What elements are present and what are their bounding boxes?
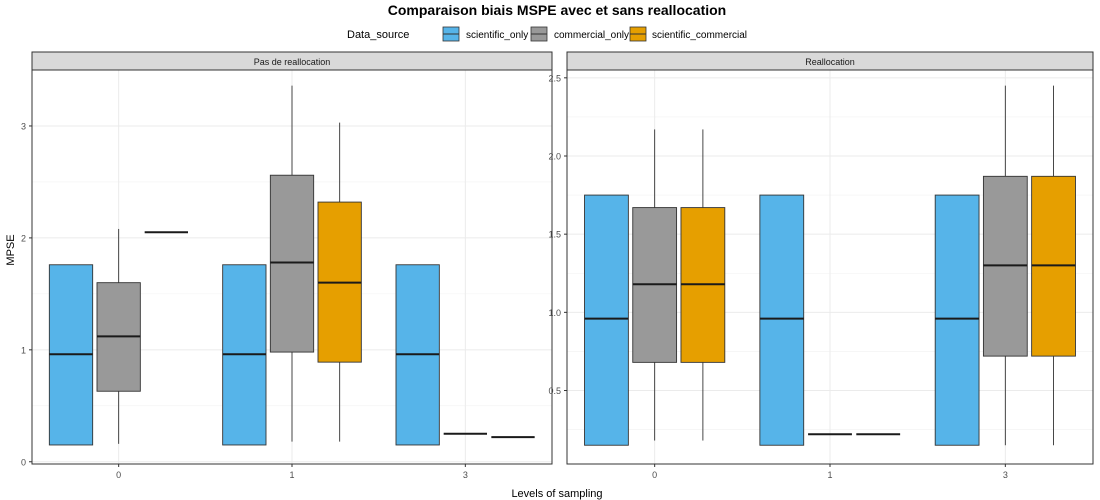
y-tick-label: 1.5 (548, 230, 561, 240)
box-scientific_only (395, 264, 440, 446)
legend-label: scientific_commercial (652, 30, 747, 41)
legend-title: Data_source (347, 29, 409, 41)
y-tick-label: 2.0 (548, 151, 561, 161)
x-tick-label: 1 (289, 470, 294, 480)
box-scientific_commercial (680, 129, 726, 441)
box-body (584, 194, 629, 446)
legend-item: scientific_only (442, 26, 528, 42)
box-commercial_only (96, 228, 141, 444)
legend-label: commercial_only (554, 30, 629, 41)
y-axis-label: MPSE (5, 234, 17, 265)
y-tick-label: 1 (21, 345, 26, 355)
x-tick-label: 3 (463, 470, 468, 480)
legend-label: scientific_only (466, 30, 528, 41)
x-tick-label: 1 (827, 470, 832, 480)
panel-strip-label: Pas de reallocation (254, 57, 331, 67)
chart-title: Comparaison biais MSPE avec et sans real… (388, 2, 726, 18)
y-tick-label: 0 (21, 457, 26, 467)
box-commercial_only (269, 85, 315, 442)
box-scientific_commercial (317, 122, 362, 442)
box-commercial_only (982, 85, 1028, 446)
panel: Reallocation 0.5 1.0 1.5 2.0 2.5 0 1 3 (548, 51, 1094, 480)
legend-item: commercial_only (530, 26, 629, 42)
x-axis-label: Levels of sampling (511, 488, 602, 500)
x-tick-label: 0 (652, 470, 657, 480)
box-scientific_only (759, 194, 805, 446)
y-tick-label: 1.0 (548, 308, 561, 318)
legend: Data_source scientific_only commercial_on… (347, 26, 747, 42)
box-body (269, 174, 315, 353)
x-tick-label: 3 (1003, 470, 1008, 480)
legend-item: scientific_commercial (629, 26, 747, 42)
x-tick-label: 0 (116, 470, 121, 480)
y-tick-label: 0.5 (548, 386, 561, 396)
box-scientific_only (222, 264, 267, 446)
y-tick-label: 2 (21, 233, 26, 243)
box-scientific_only (48, 264, 94, 446)
box-commercial_only (632, 129, 678, 441)
box-scientific_commercial (1031, 85, 1076, 446)
panel: Pas de reallocation 0 1 2 3 0 1 3 (21, 51, 553, 480)
y-tick-label: 2.5 (548, 73, 561, 83)
y-tick-label: 3 (21, 121, 26, 131)
box-body (759, 194, 805, 446)
box-scientific_only (934, 194, 980, 446)
panel-strip-label: Reallocation (805, 57, 855, 67)
box-scientific_only (584, 194, 629, 446)
box-body (934, 194, 980, 446)
